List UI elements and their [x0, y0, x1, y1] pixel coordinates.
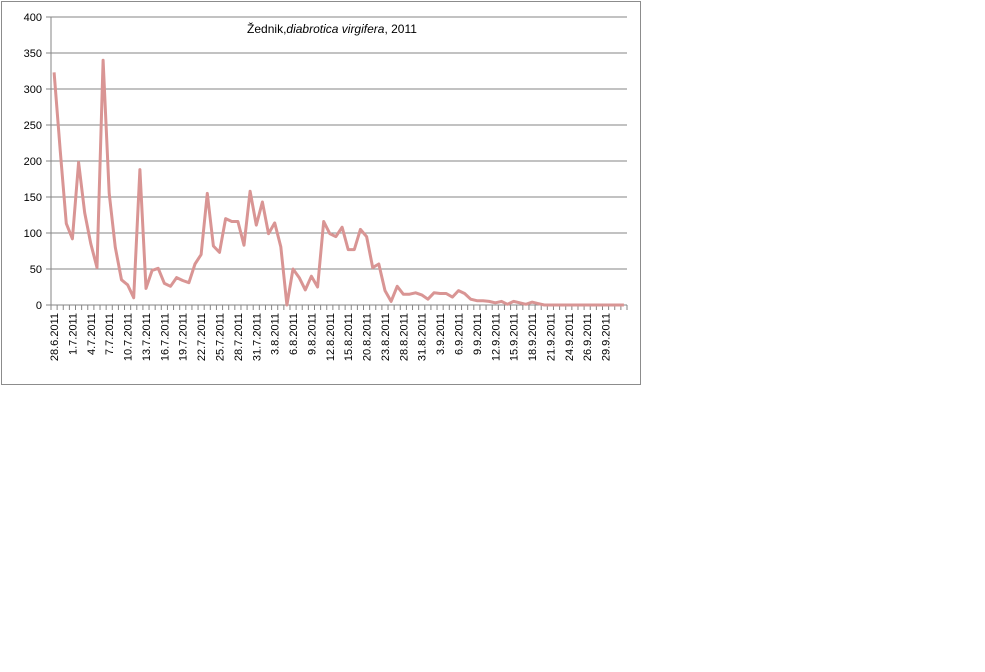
y-tick-label: 0 [36, 300, 42, 312]
y-tick-label: 150 [24, 192, 42, 204]
x-tick-label: 28.7.2011 [233, 313, 245, 361]
x-tick-label: 3.9.2011 [435, 313, 447, 355]
y-tick-label: 350 [24, 48, 42, 60]
y-axis: 0 50 100 150 200 250 300 350 400 [24, 12, 52, 312]
x-tick-label: 13.7.2011 [141, 313, 153, 361]
x-tick-label: 20.8.2011 [362, 313, 374, 361]
x-tick-label: 6.8.2011 [288, 313, 300, 355]
y-tick-label: 200 [24, 156, 42, 168]
x-axis: 28.6.2011 1.7.2011 4.7.2011 7.7.2011 10.7.20… [49, 305, 628, 361]
x-tick-label: 29.9.2011 [601, 313, 613, 361]
data-series-line [52, 58, 624, 307]
chart-title-year: , 2011 [384, 22, 417, 36]
y-tick-label: 250 [24, 120, 42, 132]
chart-title: Žednik,diabrotica virgifera, 2011 [247, 21, 417, 36]
x-tick-label: 6.9.2011 [453, 313, 465, 355]
x-tick-label: 18.9.2011 [527, 313, 539, 361]
x-tick-label: 4.7.2011 [86, 313, 98, 355]
x-tick-label: 28.6.2011 [49, 313, 61, 361]
x-tick-label: 22.7.2011 [196, 313, 208, 361]
x-tick-label: 3.8.2011 [270, 313, 282, 355]
chart-title-species: diabrotica virgifera [286, 22, 384, 36]
chart-title-location: Žednik, [247, 21, 286, 36]
x-tick-label: 31.8.2011 [417, 313, 429, 361]
x-tick-label: 25.7.2011 [215, 313, 227, 361]
x-tick-label: 26.9.2011 [582, 313, 594, 361]
x-tick-label: 1.7.2011 [67, 313, 79, 355]
x-tick-label: 9.9.2011 [472, 313, 484, 355]
x-tick-label: 7.7.2011 [104, 313, 116, 355]
y-tick-label: 50 [30, 264, 42, 276]
x-tick-label: 9.8.2011 [306, 313, 318, 355]
x-tick-label: 16.7.2011 [159, 313, 171, 361]
y-tick-label: 300 [24, 84, 42, 96]
x-tick-label: 10.7.2011 [123, 313, 135, 361]
x-tick-label: 12.9.2011 [490, 313, 502, 361]
x-tick-label: 12.8.2011 [325, 313, 337, 361]
gridlines [51, 16, 627, 306]
x-tick-label: 31.7.2011 [251, 313, 263, 361]
x-tick-label: 15.8.2011 [343, 313, 355, 361]
chart-area: 0 50 100 150 200 250 300 350 400 28.6.2011 1.7.20… [1, 1, 641, 385]
x-tick-label: 19.7.2011 [178, 313, 190, 361]
x-tick-label: 21.9.2011 [545, 313, 557, 361]
x-tick-label: 15.9.2011 [509, 313, 521, 361]
x-tick-label: 28.8.2011 [398, 313, 410, 361]
y-tick-label: 100 [24, 228, 42, 240]
line-chart: 0 50 100 150 200 250 300 350 400 28.6.2011 1.7.20… [24, 12, 628, 361]
y-tick-label: 400 [24, 12, 42, 24]
x-tick-label: 23.8.2011 [380, 313, 392, 361]
x-tick-label: 24.9.2011 [564, 313, 576, 361]
